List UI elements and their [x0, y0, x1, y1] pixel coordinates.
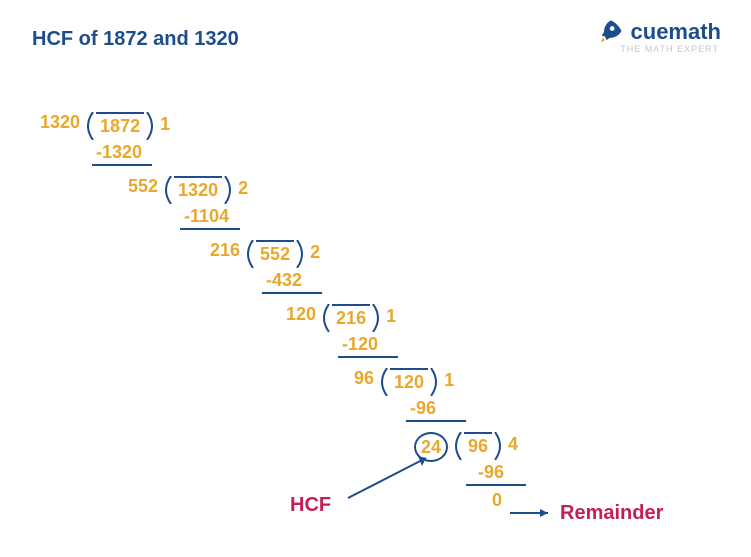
divisor: 552	[128, 176, 158, 197]
division-bracket-left-icon	[241, 240, 255, 268]
dividend: 1320	[178, 180, 218, 200]
dividend-box: 96	[464, 432, 492, 457]
dividend-box: 1320	[174, 176, 222, 201]
subtract-value: -432	[266, 270, 302, 291]
divisor: 1320	[40, 112, 80, 133]
quotient: 4	[508, 434, 518, 455]
rocket-icon	[597, 18, 625, 46]
division-step: 120 216 1	[286, 304, 396, 332]
subtract-line	[92, 164, 152, 166]
hcf-label: HCF	[290, 494, 331, 517]
divisor: 120	[286, 304, 316, 325]
subtract-line	[406, 420, 466, 422]
division-bracket-right-icon	[429, 368, 443, 396]
subtract-line	[262, 292, 322, 294]
subtract-line	[466, 484, 526, 486]
division-bracket-right-icon	[493, 432, 507, 460]
division-bracket-left-icon	[449, 432, 463, 460]
subtract-value: -1104	[184, 206, 229, 227]
hcf-arrow-icon	[338, 456, 438, 506]
division-step: 96 120 1	[354, 368, 454, 396]
division-bracket-left-icon	[159, 176, 173, 204]
logo-subtitle: THE MATH EXPERT	[620, 44, 719, 54]
subtract-line	[338, 356, 398, 358]
division-bracket-left-icon	[317, 304, 331, 332]
subtract-value: -96	[478, 462, 504, 483]
dividend: 1872	[100, 116, 140, 136]
quotient: 2	[310, 242, 320, 263]
subtract-value: -120	[342, 334, 378, 355]
logo: cuemath	[597, 18, 721, 46]
division-bracket-right-icon	[371, 304, 385, 332]
dividend-box: 216	[332, 304, 370, 329]
division-step: 552 1320 2	[128, 176, 248, 204]
division-bracket-right-icon	[145, 112, 159, 140]
dividend: 96	[468, 436, 488, 456]
dividend-box: 120	[390, 368, 428, 393]
divisor: 216	[210, 240, 240, 261]
dividend: 552	[260, 244, 290, 264]
subtract-value: -1320	[96, 142, 142, 163]
remainder-arrow-icon	[508, 505, 558, 521]
final-remainder: 0	[492, 490, 502, 511]
quotient: 2	[238, 178, 248, 199]
dividend: 216	[336, 308, 366, 328]
division-step: 216 552 2	[210, 240, 320, 268]
division-step: 1320 1872 1	[40, 112, 170, 140]
quotient: 1	[444, 370, 454, 391]
remainder-label: Remainder	[560, 502, 663, 525]
division-bracket-left-icon	[375, 368, 389, 396]
quotient: 1	[386, 306, 396, 327]
page-title: HCF of 1872 and 1320	[32, 28, 239, 51]
division-bracket-right-icon	[295, 240, 309, 268]
logo-text: cuemath	[631, 19, 721, 45]
dividend: 120	[394, 372, 424, 392]
division-bracket-left-icon	[81, 112, 95, 140]
dividend-box: 552	[256, 240, 294, 265]
subtract-value: -96	[410, 398, 436, 419]
division-bracket-right-icon	[223, 176, 237, 204]
quotient: 1	[160, 114, 170, 135]
subtract-line	[180, 228, 240, 230]
divisor: 96	[354, 368, 374, 389]
dividend-box: 1872	[96, 112, 144, 137]
